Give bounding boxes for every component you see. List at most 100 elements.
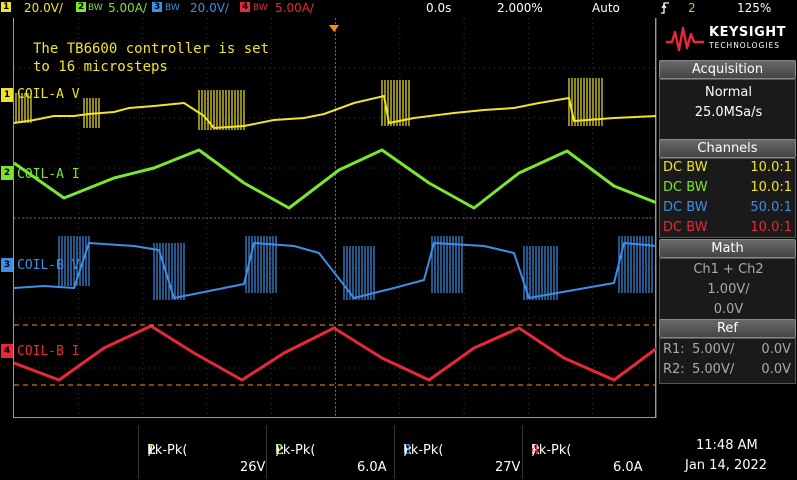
- ch1-label[interactable]: COIL-A V: [17, 87, 80, 102]
- measurement-2-value: 6.0A: [357, 460, 387, 475]
- ch3-scale[interactable]: 20.0V/: [190, 1, 229, 15]
- ch3-burst: [618, 236, 653, 293]
- ch4-number: 4: [240, 2, 251, 12]
- time-offset[interactable]: 0.0s: [426, 1, 452, 15]
- ch4-scale[interactable]: 5.00A/: [275, 1, 314, 15]
- ch3-ground-marker[interactable]: 3: [1, 258, 13, 272]
- channels-header[interactable]: Channels: [659, 139, 796, 158]
- measurement-4-prefix: Pk-Pk(: [531, 443, 572, 458]
- logo-brand: KEYSIGHT: [709, 25, 786, 40]
- acquisition-panel: Normal 25.0MSa/s: [659, 79, 796, 143]
- ch1-waveform: [14, 95, 657, 129]
- measurement-2-prefix: Pk-Pk(: [275, 443, 316, 458]
- ch3-label[interactable]: COIL-B V: [17, 258, 80, 273]
- ch1-burst: [381, 80, 410, 126]
- ch4-waveform: [14, 324, 657, 382]
- ch3-bw: BW: [686, 200, 708, 215]
- time-scale[interactable]: 2.000%: [497, 1, 543, 15]
- sidebar: KEYSIGHT TECHNOLOGIES Acquisition Normal…: [656, 18, 797, 418]
- ch3-coupling: DC BW: [663, 200, 708, 215]
- trigger-mode[interactable]: Auto: [592, 1, 620, 15]
- ch1-burst: [198, 90, 245, 130]
- note-line-1: The TB6600 controller is set: [33, 41, 270, 57]
- ch3-burst: [153, 243, 185, 300]
- waveforms: [14, 78, 657, 386]
- ch2-bw: BW: [686, 180, 708, 195]
- ch4-probe-ratio: 10.0:1: [750, 220, 792, 235]
- ch2-label[interactable]: COIL-A I: [17, 167, 80, 182]
- ref1-scale: 5.00V/: [692, 342, 735, 357]
- ch4-label[interactable]: COIL-B I: [17, 344, 80, 359]
- ch4-ground-marker[interactable]: 4: [1, 344, 13, 358]
- ch3-burst: [58, 236, 90, 286]
- ch2-waveform: [14, 148, 657, 210]
- annotation-note[interactable]: The TB6600 controller is set to 16 micros…: [33, 40, 269, 76]
- ref1-name: R1:: [663, 342, 685, 357]
- ch2-bw-label: BW: [88, 3, 103, 13]
- ref2-name: R2:: [663, 362, 685, 377]
- ch3-waveform: [14, 242, 657, 299]
- ch1-burst: [568, 78, 603, 126]
- ch2-coupling-value: DC: [663, 180, 683, 195]
- ch4-bw-label: BW: [253, 3, 268, 13]
- ch1-burst: [15, 93, 32, 123]
- logo-sub: TECHNOLOGIES: [709, 41, 781, 50]
- waveform-display[interactable]: [13, 18, 657, 418]
- math-expression: Ch1 + Ch2: [693, 262, 764, 277]
- ch3-burst: [343, 246, 375, 300]
- ch2-probe-ratio: 10.0:1: [750, 180, 792, 195]
- measurement-2-suffix: ):: [275, 443, 285, 458]
- math-panel: Ch1 + Ch2 1.00V/ 0.0V: [659, 258, 796, 320]
- ch3-number: 3: [152, 2, 163, 12]
- math-offset: 0.0V: [713, 302, 744, 317]
- acquisition-header[interactable]: Acquisition: [659, 60, 796, 79]
- measurement-3-suffix: ):: [403, 443, 413, 458]
- ch1-number: 1: [1, 2, 12, 12]
- math-header[interactable]: Math: [659, 239, 796, 258]
- ref-header[interactable]: Ref: [659, 319, 796, 338]
- ch2-coupling: DC BW: [663, 180, 708, 195]
- keysight-wave-icon: [666, 26, 704, 52]
- ch1-burst: [83, 98, 100, 128]
- measurement-bar: Pk-Pk(1): 26V Pk-Pk(2): 6.0A Pk-Pk(3): 2…: [0, 419, 797, 480]
- ch3-probe-ratio: 50.0:1: [750, 200, 792, 215]
- measurement-1-channel: 1: [147, 443, 156, 458]
- ch1-ground-marker[interactable]: 1: [1, 88, 13, 102]
- ch3-burst: [245, 236, 277, 293]
- ch3-coupling-value: DC: [663, 200, 683, 215]
- separator: [394, 425, 395, 479]
- zoom-level[interactable]: 125%: [737, 1, 772, 15]
- ch4-coupling: DC BW: [663, 220, 708, 235]
- ch4-coupling-value: DC: [663, 220, 683, 235]
- ch3-burst: [431, 236, 463, 293]
- measurement-3-prefix: Pk-Pk(: [403, 443, 444, 458]
- ch1-coupling: DC BW: [663, 160, 708, 175]
- ch3-bw-label: BW: [165, 3, 180, 13]
- separator: [266, 425, 267, 479]
- ref1-offset: 0.0V: [761, 342, 791, 357]
- separator: [522, 425, 523, 479]
- ch4-bw: BW: [686, 220, 708, 235]
- ch2-number: 2: [76, 2, 87, 12]
- ref2-scale: 5.00V/: [692, 362, 735, 377]
- sample-rate: 25.0MSa/s: [694, 105, 763, 120]
- acquisition-mode: Normal: [704, 85, 753, 100]
- measurement-4-suffix: ):: [531, 443, 541, 458]
- math-scale: 1.00V/: [707, 282, 750, 297]
- ch1-probe-ratio: 10.0:1: [750, 160, 792, 175]
- trigger-channel[interactable]: 2: [688, 1, 696, 15]
- trigger-edge-icon: [660, 1, 670, 18]
- ch1-coupling-value: DC: [663, 160, 683, 175]
- measurement-3-value: 27V: [495, 460, 521, 475]
- ch2-ground-marker[interactable]: 2: [1, 166, 13, 180]
- ch1-scale[interactable]: 20.0V/: [24, 1, 63, 15]
- measurement-1-value: 26V: [240, 460, 266, 475]
- ref-panel: R1: 5.00V/ 0.0V R2: 5.00V/ 0.0V: [659, 338, 796, 384]
- clock-date: Jan 14, 2022: [685, 458, 768, 473]
- trigger-position-marker[interactable]: [329, 18, 339, 37]
- graticule: [14, 18, 657, 418]
- measurement-4-channel: 4: [531, 443, 540, 458]
- measurement-3-channel: 3: [403, 443, 412, 458]
- ch2-scale[interactable]: 5.00A/: [108, 1, 147, 15]
- measurement-1-suffix: ):: [147, 443, 157, 458]
